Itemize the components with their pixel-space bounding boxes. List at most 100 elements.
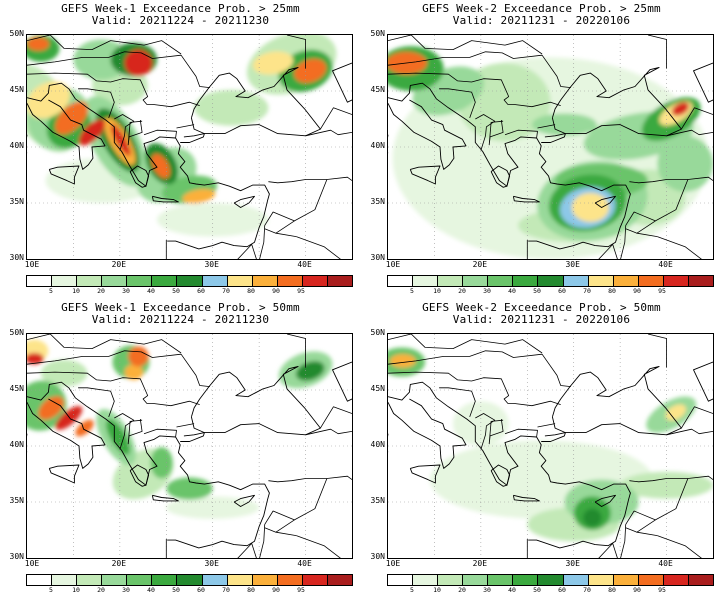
colorbar-swatch: [202, 575, 228, 585]
lat-tick-label: 40N: [370, 440, 385, 449]
colorbar-tick-label: 30: [122, 586, 130, 594]
colorbar-swatch: [27, 276, 53, 286]
country-border: [237, 244, 252, 259]
country-border: [176, 124, 195, 129]
colorbar-swatch: [463, 575, 489, 585]
colorbar-swatch: [538, 575, 564, 585]
coastline: [541, 133, 566, 143]
geography: [27, 35, 352, 259]
colorbar-swatch: [177, 276, 203, 286]
coastline: [129, 165, 150, 188]
colorbar-tick-label: 90: [272, 287, 280, 295]
country-border: [305, 428, 352, 436]
probability-contour: [389, 354, 416, 368]
country-border: [388, 371, 561, 407]
colorbar-swatch: [227, 276, 253, 286]
lon-tick-label: 20E: [472, 260, 488, 269]
country-border: [275, 531, 297, 536]
coastline: [512, 494, 540, 502]
colorbar-tick-label: 50: [172, 287, 180, 295]
colorbar-tick-label: 20: [97, 287, 105, 295]
coastline: [27, 82, 270, 250]
country-border: [439, 387, 476, 418]
probability-contour: [78, 119, 106, 146]
colorbar-swatch: [388, 276, 414, 286]
colorbar-swatch: [202, 276, 228, 286]
colorbar-tick-label: 10: [72, 586, 80, 594]
colorbar-tick-label: 95: [658, 287, 666, 295]
probability-contour: [150, 447, 173, 479]
coastline: [551, 67, 682, 137]
coastline: [541, 432, 566, 442]
colorbar-tick-label: 70: [583, 586, 591, 594]
country-border: [655, 179, 689, 222]
lat-tick-label: 35N: [370, 197, 385, 206]
colorbar-tick-label: 70: [222, 586, 230, 594]
map-area: [26, 34, 353, 260]
lon-tick-label: 30E: [204, 260, 219, 269]
colorbar-swatch: [127, 575, 153, 585]
colorbar-swatch: [563, 276, 589, 286]
country-border: [537, 423, 556, 428]
country-border: [388, 51, 571, 88]
gridlines: [27, 35, 352, 259]
country-border: [143, 428, 177, 438]
colorbar-swatch: [488, 575, 514, 585]
gridlines: [388, 35, 713, 259]
probability-contour: [151, 153, 171, 179]
geography: [27, 334, 352, 558]
colorbar-swatch: [413, 575, 439, 585]
country-border: [475, 114, 496, 151]
lon-tick-label: 10E: [385, 559, 401, 568]
country-border: [681, 406, 713, 429]
colorbar-tick-label: 30: [122, 287, 130, 295]
colorbar-swatch: [252, 575, 278, 585]
coastline: [190, 366, 321, 436]
geography: [388, 334, 713, 558]
country-border: [612, 244, 618, 259]
colorbar-tick-label: 60: [558, 586, 566, 594]
colorbar-tick-label: 30: [483, 586, 491, 594]
colorbar-swatch: [152, 276, 178, 286]
colorbar-swatch: [613, 276, 639, 286]
country-border: [388, 350, 571, 387]
colorbar: [387, 275, 714, 287]
country-border: [114, 114, 135, 151]
panel-valid: Valid: 20211231 - 20220106: [452, 313, 631, 326]
coastline: [48, 165, 80, 185]
colorbar-swatch: [127, 276, 153, 286]
lon-tick-label: 30E: [565, 559, 580, 568]
probability-contour: [294, 58, 327, 83]
country-border: [78, 88, 115, 119]
country-border: [439, 88, 476, 119]
lon-tick-label: 20E: [472, 559, 488, 568]
lat-tick-label: 30N: [9, 552, 24, 561]
coastline: [594, 195, 616, 208]
lon-tick-label: 20E: [111, 559, 127, 568]
colorbar-swatch: [102, 575, 128, 585]
colorbar-swatch: [388, 575, 414, 585]
colorbar-tick-label: 10: [72, 287, 80, 295]
colorbar-swatch: [663, 575, 689, 585]
probability-map: [388, 334, 713, 558]
colorbar-swatch: [102, 276, 128, 286]
colorbar-tick-label: 20: [97, 586, 105, 594]
coastline: [27, 381, 270, 549]
gridlines: [27, 334, 352, 558]
colorbar-tick-label: 5: [410, 287, 414, 295]
country-border: [657, 535, 702, 558]
colorbar-tick-label: 80: [247, 287, 255, 295]
panel-week1-50mm: GEFS Week-1 Exceedance Prob. > 50mm Vali…: [0, 299, 361, 598]
country-border: [251, 543, 257, 558]
panel-week2-50mm: GEFS Week-2 Exceedance Prob. > 50mm Vali…: [361, 299, 722, 598]
probability-contour: [38, 396, 64, 420]
country-border: [620, 225, 627, 259]
country-border: [27, 334, 182, 354]
geography: [388, 35, 713, 259]
colorbar-tick-label: 5: [49, 287, 53, 295]
country-border: [647, 334, 668, 368]
probability-contour: [166, 496, 260, 519]
precip-field: [388, 46, 713, 259]
probability-contour: [252, 51, 294, 75]
colorbar-swatch: [277, 575, 303, 585]
